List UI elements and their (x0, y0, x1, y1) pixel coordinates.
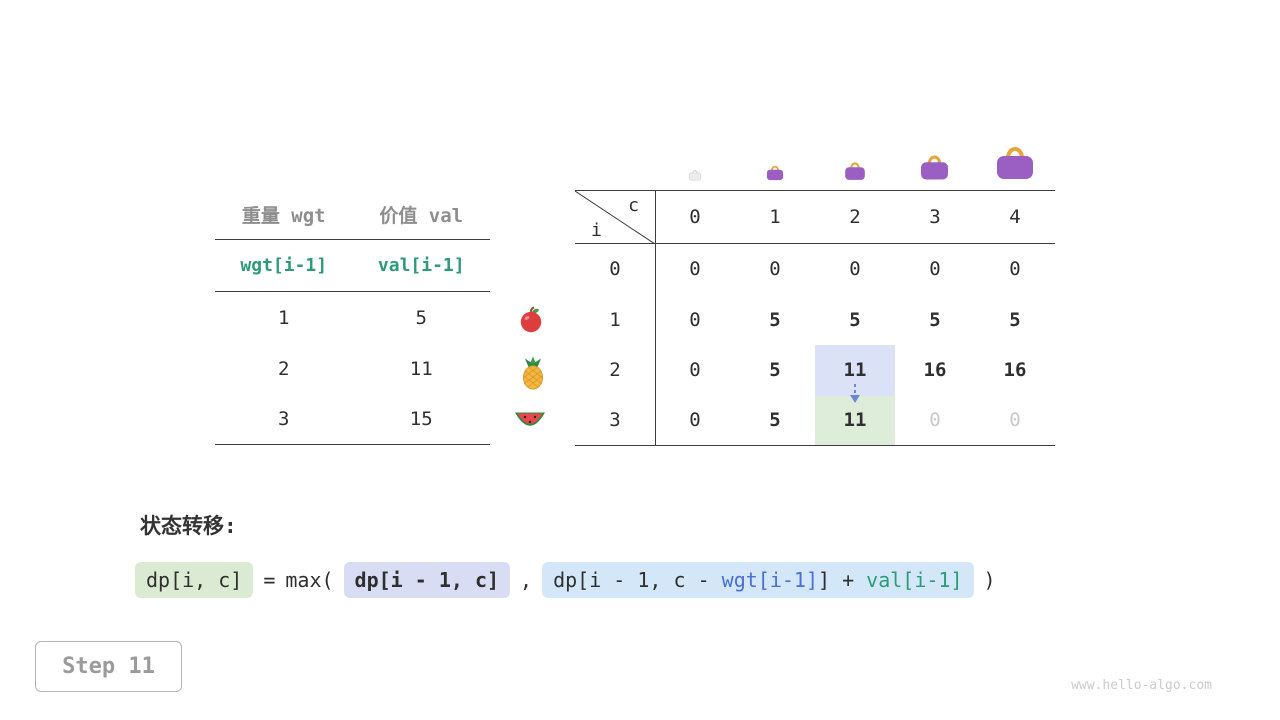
dp-cell: 0 (689, 308, 701, 331)
row-header: 2 (609, 359, 621, 382)
pineapple-icon (518, 356, 548, 394)
transition-formula: dp[i, c] = max( dp[i - 1, c] , dp[i - 1,… (135, 558, 996, 602)
dp-cell: 0 (1009, 258, 1021, 281)
dp-row: 1 0 5 5 5 5 (575, 295, 1055, 346)
row-header: 3 (609, 409, 621, 432)
formula-arg2-wgt: wgt[i-1] (721, 568, 818, 592)
item-weight: 1 (278, 306, 290, 329)
formula-arg2-chip: dp[i - 1, c - wgt[i-1]] + val[i-1] (542, 562, 974, 598)
capacity-axis-label: c (628, 195, 639, 216)
watermark: www.hello-algo.com (1071, 678, 1212, 693)
formula-arg2-prefix: dp[i - 1, c - (553, 568, 722, 592)
col-header: 3 (929, 206, 941, 228)
dp-cell: 5 (769, 308, 781, 331)
formula-lhs-chip: dp[i, c] (135, 562, 254, 598)
item-value: 11 (409, 357, 433, 380)
row-header: 1 (609, 308, 621, 331)
dp-cell: 16 (1003, 359, 1027, 382)
dp-table-header: c i 0 1 2 3 4 (575, 191, 1055, 244)
capacity-bags (575, 136, 1055, 186)
item-row: 2 11 (215, 343, 490, 394)
dp-table: c i 0 1 2 3 4 0 0 0 0 0 0 1 0 5 5 5 5 2 (575, 190, 1055, 446)
item-row: 1 5 (215, 292, 490, 343)
bag-icon-capacity-0 (688, 166, 702, 185)
dp-table-divider (655, 191, 656, 446)
item-weight: 2 (278, 357, 290, 380)
item-table: 重量 wgt 价值 val wgt[i-1] val[i-1] 1 5 2 11… (215, 190, 490, 445)
watermelon-icon (514, 408, 546, 438)
dp-cell: 0 (929, 409, 941, 432)
item-value: 5 (415, 306, 427, 329)
col-header: 0 (689, 206, 701, 228)
formula-arg1-chip: dp[i - 1, c] (343, 562, 511, 598)
col-header: 1 (769, 206, 781, 228)
item-table-header: 重量 wgt 价值 val (215, 190, 490, 240)
dp-cell: 0 (1009, 409, 1021, 432)
wgt-formula-label: wgt[i-1] (240, 255, 328, 276)
transition-arrow-icon (845, 383, 865, 409)
dp-cell: 0 (689, 409, 701, 432)
weight-column-header: 重量 wgt (241, 205, 326, 227)
dp-cell: 0 (689, 258, 701, 281)
formula-close-paren: ) (983, 568, 996, 592)
item-table-formula-row: wgt[i-1] val[i-1] (215, 240, 490, 292)
dp-row: 2 0 5 11 16 16 (575, 345, 1055, 396)
transition-heading: 状态转移: (140, 514, 237, 538)
dp-cell: 5 (769, 409, 781, 432)
dp-cell: 0 (929, 258, 941, 281)
dp-cell-highlight-target: 11 (815, 395, 895, 445)
dp-cell: 5 (769, 359, 781, 382)
item-axis-label: i (591, 220, 602, 241)
formula-arg2-val: val[i-1] (866, 568, 963, 592)
item-value: 15 (409, 408, 433, 430)
bag-icon-capacity-1 (765, 163, 785, 185)
item-weight: 3 (278, 408, 290, 430)
dp-cell: 5 (1009, 308, 1021, 331)
item-row: 3 15 (215, 394, 490, 445)
dp-cell: 5 (849, 308, 861, 331)
dp-cell-highlight-source: 11 (815, 345, 895, 396)
dp-corner-cell: c i (575, 191, 655, 244)
col-header: 4 (1009, 206, 1021, 228)
dp-row: 3 0 5 11 0 0 (575, 395, 1055, 446)
bag-icon-capacity-4 (993, 141, 1037, 185)
val-formula-label: val[i-1] (377, 255, 465, 276)
formula-equals: = (263, 568, 276, 592)
dp-cell: 16 (923, 359, 947, 382)
dp-cell: 0 (849, 258, 861, 281)
row-header: 0 (609, 258, 621, 281)
value-column-header: 价值 val (379, 205, 464, 227)
formula-arg2-mid: ] + (818, 568, 867, 592)
formula-max-open: max( (285, 568, 334, 592)
bag-icon-capacity-3 (918, 151, 951, 185)
dp-cell: 5 (929, 308, 941, 331)
step-badge: Step 11 (35, 641, 182, 692)
bag-icon-capacity-2 (843, 159, 867, 185)
dp-cell: 0 (689, 359, 701, 382)
apple-icon (517, 305, 545, 337)
col-header: 2 (849, 206, 861, 228)
formula-comma: , (520, 568, 533, 592)
dp-row: 0 0 0 0 0 0 (575, 244, 1055, 295)
dp-cell: 0 (769, 258, 781, 281)
